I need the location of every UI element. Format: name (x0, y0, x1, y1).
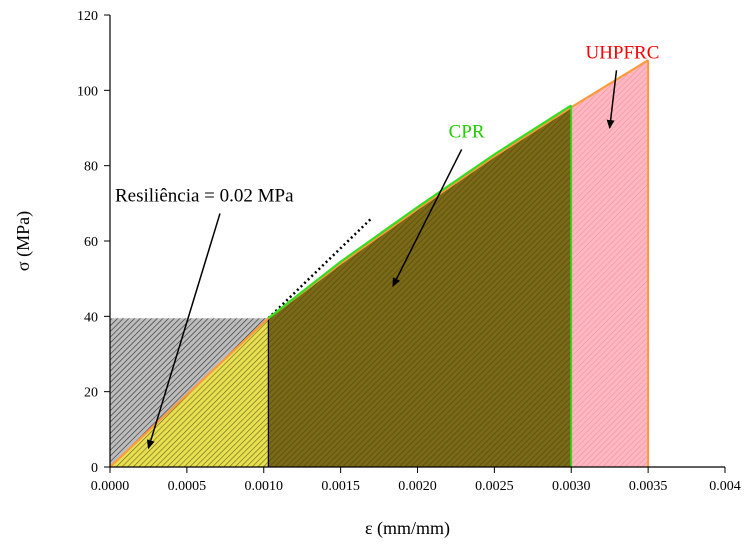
cpr-curve (267, 104, 572, 320)
tangent-extension (267, 217, 373, 320)
y-tick-label: 0 (91, 461, 98, 476)
annotation-label: CPR (449, 121, 485, 142)
annotation-label: Resiliência = 0.02 MPa (115, 185, 294, 206)
x-tick-label: 0.0005 (168, 479, 207, 494)
x-tick-label: 0.0015 (321, 479, 360, 494)
x-tick-label: 0.0000 (91, 479, 130, 494)
annotation-arrow (606, 70, 618, 129)
x-tick-label: 0.0025 (475, 479, 514, 494)
x-tick-label: 0.0035 (629, 479, 668, 494)
annotations: UHPFRC CPR Resiliência = 0.02 MPa (115, 42, 659, 450)
y-tick-label: 60 (84, 235, 98, 250)
x-tick-label: 0.004 (709, 479, 741, 494)
x-axis-title: ε (mm/mm) (365, 518, 450, 539)
y-axis-title: σ (MPa) (13, 211, 34, 271)
y-tick-label: 80 (84, 160, 98, 175)
x-tick-label: 0.0010 (245, 479, 284, 494)
x-tick-label: 0.0030 (552, 479, 591, 494)
y-tick-label: 40 (84, 310, 98, 325)
annotation-label: UHPFRC (585, 42, 659, 63)
annotation-arrow (392, 149, 463, 288)
plot-lines (109, 59, 650, 468)
y-tick-label: 120 (77, 9, 98, 24)
axes: 0.0000 0.0005 0.0010 0.0015 0.0020 0.0025 0.00… (13, 9, 741, 539)
plot-areas (110, 60, 649, 468)
y-tick-label: 20 (84, 386, 98, 401)
y-tick-label: 100 (77, 84, 98, 99)
annotation-arrow (146, 213, 221, 450)
x-tick-label: 0.0020 (398, 479, 437, 494)
